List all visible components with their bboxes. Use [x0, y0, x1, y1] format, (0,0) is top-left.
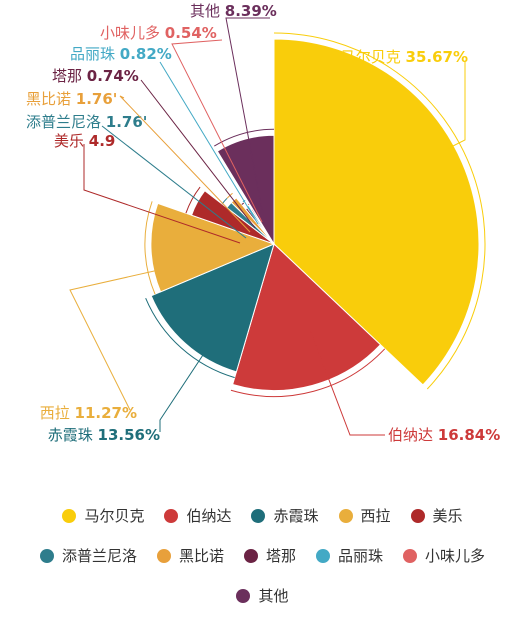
- slice-outline: [145, 297, 235, 379]
- legend-label: 美乐: [432, 507, 463, 525]
- legend-color-swatch: [62, 508, 77, 523]
- slice-outline: [214, 128, 275, 147]
- legend-color-swatch: [243, 548, 258, 563]
- slice-label: 马尔贝克 35.67%: [341, 48, 468, 66]
- slice-label-value: 35.67%: [406, 48, 468, 66]
- pie-slice[interactable]: [190, 190, 275, 245]
- leader-line: [225, 17, 270, 211]
- legend-item[interactable]: 西拉: [338, 505, 391, 526]
- slice-outline: [221, 197, 228, 205]
- legend-color-swatch: [251, 508, 266, 523]
- legend-label: 赤霞珠: [273, 507, 319, 525]
- legend-item[interactable]: 美乐: [410, 505, 463, 526]
- chart-legend: 马尔贝克 伯纳达 赤霞珠 西拉 美乐添普兰尼洛 黑比诺 塔那 品丽珠 小味儿多其他: [0, 505, 525, 628]
- slice-label-value: 8.39%: [225, 2, 277, 20]
- rose-chart: 马尔贝克 35.67% 伯纳达 16.84% 赤霞珠 13.56% 西拉 11.27%…: [26, 2, 500, 444]
- legend-label: 黑比诺: [178, 547, 224, 565]
- slice-label-name: 其他: [190, 2, 225, 20]
- slice-label-value: 0.54%: [165, 24, 217, 42]
- legend-color-swatch: [39, 548, 54, 563]
- slice-outline: [230, 348, 386, 397]
- legend-item[interactable]: 马尔贝克: [62, 505, 144, 526]
- slice-label-name: 塔那: [52, 67, 87, 85]
- slice-label: 赤霞珠 13.56%: [48, 426, 160, 444]
- slice-label-name: 马尔贝克: [341, 48, 406, 66]
- slice-label-value: 11.27%: [75, 404, 137, 422]
- slice-label-name: 美乐: [54, 132, 89, 150]
- slice-label-value: 4.9: [89, 132, 116, 150]
- slice-label-value: 16.84%: [438, 426, 500, 444]
- legend-item[interactable]: 其他: [236, 585, 289, 606]
- legend-color-swatch: [164, 508, 179, 523]
- legend-label: 伯纳达: [186, 507, 232, 525]
- leader-line: [309, 329, 385, 436]
- legend-color-swatch: [316, 548, 330, 563]
- slice-label: 小味儿多 0.54%: [100, 24, 217, 42]
- slice-label: 品丽珠 0.82%: [70, 45, 172, 63]
- slice-label-value: 1.76': [76, 90, 118, 108]
- leader-line: [444, 62, 466, 151]
- slice-label-name: 小味儿多: [100, 24, 165, 42]
- slice-label-value: 1.76': [106, 113, 148, 131]
- legend-item[interactable]: 赤霞珠: [251, 505, 319, 526]
- legend-label: 塔那: [265, 547, 296, 565]
- slice-label-name: 品丽珠: [70, 45, 120, 63]
- leader-line: [69, 257, 213, 411]
- leader-line: [83, 144, 241, 244]
- legend-item[interactable]: 品丽珠: [316, 545, 383, 566]
- slice-outline: [273, 32, 486, 390]
- legend-row: 马尔贝克 伯纳达 赤霞珠 西拉 美乐: [0, 505, 525, 526]
- slice-label: 伯纳达 16.84%: [388, 426, 500, 444]
- legend-label: 其他: [258, 587, 289, 605]
- legend-item[interactable]: 伯纳达: [164, 505, 231, 526]
- slice-outline: [185, 186, 201, 214]
- legend-color-swatch: [236, 588, 251, 603]
- legend-label: 马尔贝克: [84, 507, 145, 525]
- legend-color-swatch: [410, 508, 425, 523]
- slice-label-name: 西拉: [40, 404, 75, 422]
- legend-item[interactable]: 添普兰尼洛: [39, 545, 137, 566]
- slice-label: 其他 8.39%: [190, 2, 277, 20]
- slice-label: 西拉 11.27%: [40, 404, 137, 422]
- slice-label-value: 0.82%: [120, 45, 172, 63]
- leader-line: [119, 95, 251, 233]
- slice-label-name: 伯纳达: [388, 426, 438, 444]
- slice-label-name: 赤霞珠: [48, 426, 98, 444]
- slice-label-value: 0.74%: [87, 67, 139, 85]
- pie-slice[interactable]: [273, 38, 480, 386]
- legend-color-swatch: [403, 548, 418, 563]
- legend-label: 小味儿多: [425, 547, 486, 565]
- leader-line: [140, 79, 256, 229]
- legend-item[interactable]: 黑比诺: [156, 545, 224, 566]
- pie-slice[interactable]: [150, 202, 276, 293]
- leader-line: [159, 61, 259, 225]
- slice-label-name: 黑比诺: [26, 90, 76, 108]
- leader-line: [171, 39, 263, 223]
- slice-label: 黑比诺 1.76': [26, 90, 117, 108]
- legend-row: 添普兰尼洛 黑比诺 塔那 品丽珠 小味儿多: [0, 545, 525, 566]
- pie-slice[interactable]: [150, 243, 275, 373]
- pie-slice[interactable]: [232, 243, 382, 391]
- legend-label: 品丽珠: [338, 547, 384, 565]
- legend-color-swatch: [156, 548, 171, 563]
- slice-label-name: 添普兰尼洛: [26, 113, 106, 131]
- legend-color-swatch: [338, 508, 353, 523]
- slice-label: 添普兰尼洛 1.76': [26, 113, 147, 131]
- slice-label: 美乐 4.9: [54, 132, 115, 150]
- leader-line: [159, 304, 237, 432]
- legend-label: 西拉: [360, 507, 391, 525]
- slice-label-value: 13.56%: [98, 426, 160, 444]
- slice-outline: [241, 202, 245, 205]
- legend-item[interactable]: 塔那: [243, 545, 296, 566]
- leader-line: [101, 125, 247, 239]
- slice-outline: [144, 201, 156, 295]
- legend-row: 其他: [0, 585, 525, 606]
- legend-item[interactable]: 小味儿多: [403, 545, 485, 566]
- legend-label: 添普兰尼洛: [61, 547, 137, 565]
- slice-label: 塔那 0.74%: [52, 67, 139, 85]
